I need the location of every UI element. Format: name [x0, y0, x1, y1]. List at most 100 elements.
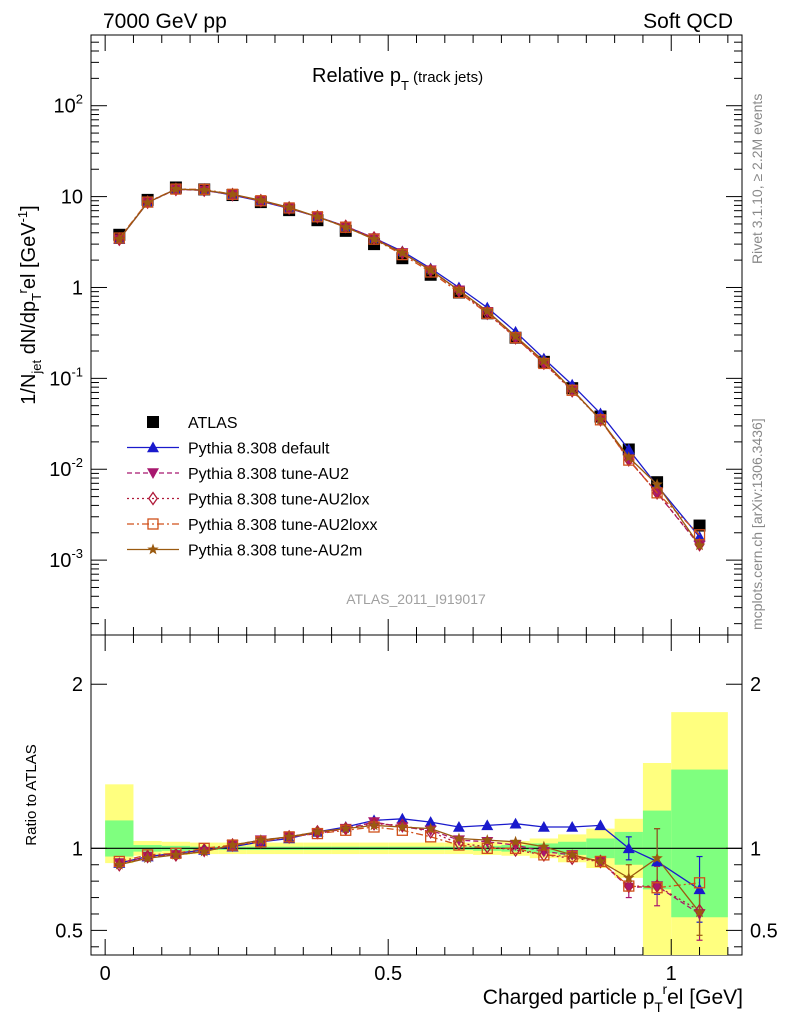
ratio-point — [227, 837, 238, 853]
ratio-point — [538, 849, 550, 861]
reference-label: ATLAS_2011_I919017 — [346, 591, 486, 607]
x-tick-label: 1 — [666, 963, 677, 985]
data-point — [368, 233, 380, 245]
ratio-point — [142, 849, 153, 864]
y-tick-label-top: 10-1 — [49, 364, 83, 390]
ratio-point — [693, 877, 706, 889]
ratio-point — [424, 822, 437, 834]
ratio-point — [651, 855, 664, 867]
legend-label: ATLAS — [188, 415, 238, 432]
x-tick-label: 0 — [100, 963, 111, 985]
ratio-point — [622, 842, 635, 854]
legend-label: Pythia 8.308 tune-AU2lox — [188, 492, 369, 509]
legend-label: Pythia 8.308 tune-AU2m — [188, 543, 362, 560]
data-point — [170, 183, 182, 194]
ratio-point — [226, 839, 239, 850]
data-point — [509, 330, 522, 342]
uncertainty-band-stat — [105, 820, 134, 857]
legend-label: Pythia 8.308 tune-AU2 — [188, 466, 349, 483]
data-point — [198, 184, 210, 195]
main-panel: 10-3 10-2 10-1 1 10 102 Relative pT (track je… — [15, 34, 743, 636]
ratio-point — [481, 819, 494, 831]
ratio-point — [453, 832, 465, 844]
data-point-atlas — [693, 519, 706, 532]
legend-label: Pythia 8.308 tune-AU2loxx — [188, 517, 377, 534]
side-label-mcplots: mcplots.cern.ch [arXiv:1306.3436] — [749, 418, 765, 630]
ratio-point — [170, 848, 182, 860]
data-point — [453, 284, 465, 296]
header-right: Soft QCD — [643, 10, 733, 33]
ratio-point — [284, 829, 295, 844]
ratio-point — [509, 835, 522, 847]
data-point — [340, 221, 352, 233]
data-point — [652, 485, 663, 500]
ratio-point — [651, 852, 663, 864]
ratio-point — [425, 831, 437, 843]
ratio-point — [623, 878, 634, 894]
ratio-point — [623, 880, 635, 892]
ratio-point — [283, 830, 295, 842]
data-point — [566, 383, 578, 395]
y-tick-label-ratio: 0.5 — [55, 920, 83, 942]
y-tick-label-top: 10-2 — [49, 455, 83, 481]
data-point — [622, 443, 635, 455]
data-point — [311, 210, 324, 222]
series-line — [118, 188, 701, 538]
legend-marker — [147, 441, 159, 453]
legend-marker — [147, 543, 159, 555]
data-point — [594, 413, 607, 425]
ratio-point — [198, 845, 210, 857]
ratio-point — [424, 816, 437, 827]
ratio-point — [481, 834, 493, 845]
data-point — [199, 182, 210, 198]
ratio-point — [114, 857, 125, 872]
ratio-point — [199, 842, 210, 858]
ratio-point — [538, 840, 550, 852]
data-point — [141, 196, 154, 208]
ratio-point — [567, 851, 578, 866]
ratio-point — [594, 819, 607, 831]
y-tick-label-top: 10-3 — [49, 546, 83, 572]
ratio-point — [651, 882, 663, 894]
ratio-point — [141, 852, 154, 864]
data-point — [693, 539, 706, 551]
data-point — [113, 233, 126, 245]
y-tick-label-top: 10 — [61, 187, 83, 209]
data-point — [623, 451, 635, 463]
ratio-point — [368, 819, 380, 831]
ratio-point — [311, 825, 324, 837]
ratio-point — [425, 824, 436, 840]
legend-marker — [147, 416, 159, 428]
data-point — [283, 201, 295, 213]
ratio-point — [396, 821, 409, 832]
ratio-point — [693, 883, 706, 895]
y-tick-label-top: 1 — [72, 277, 83, 299]
ratio-point — [452, 821, 465, 832]
legend-marker — [148, 491, 158, 506]
legend-label: Pythia 8.308 default — [188, 441, 330, 458]
data-point — [595, 412, 606, 427]
ratio-point — [595, 854, 606, 869]
ratio-point — [622, 882, 635, 894]
y-axis-label-ratio: Ratio to ATLAS — [23, 744, 40, 845]
data-point — [113, 232, 125, 244]
ratio-point — [255, 834, 267, 845]
side-label-rivet: Rivet 3.1.10, ≥ 2.2M events — [749, 94, 765, 264]
data-point — [651, 478, 663, 490]
x-axis-label: Charged particle pTrel [GeV] — [483, 981, 743, 1015]
legend-marker — [147, 518, 159, 530]
ratio-point — [566, 848, 578, 860]
ratio-point — [340, 822, 352, 834]
ratio-point — [538, 847, 549, 863]
y-tick-label-top: 102 — [54, 92, 83, 118]
y-axis-label-top: 1/Njet dN/dpTrel [GeV-1] — [15, 205, 44, 404]
ratio-panel: 0.5 0.5 1 1 2 2 0 0.5 1 Ratio to ATLAS — [23, 634, 778, 985]
ratio-point — [396, 812, 409, 824]
data-point — [693, 530, 706, 542]
x-tick-label: 0.5 — [374, 963, 402, 985]
ratio-point — [510, 842, 521, 858]
ratio-point — [170, 847, 181, 863]
ratio-point — [594, 855, 607, 867]
ratio-point — [481, 842, 493, 854]
